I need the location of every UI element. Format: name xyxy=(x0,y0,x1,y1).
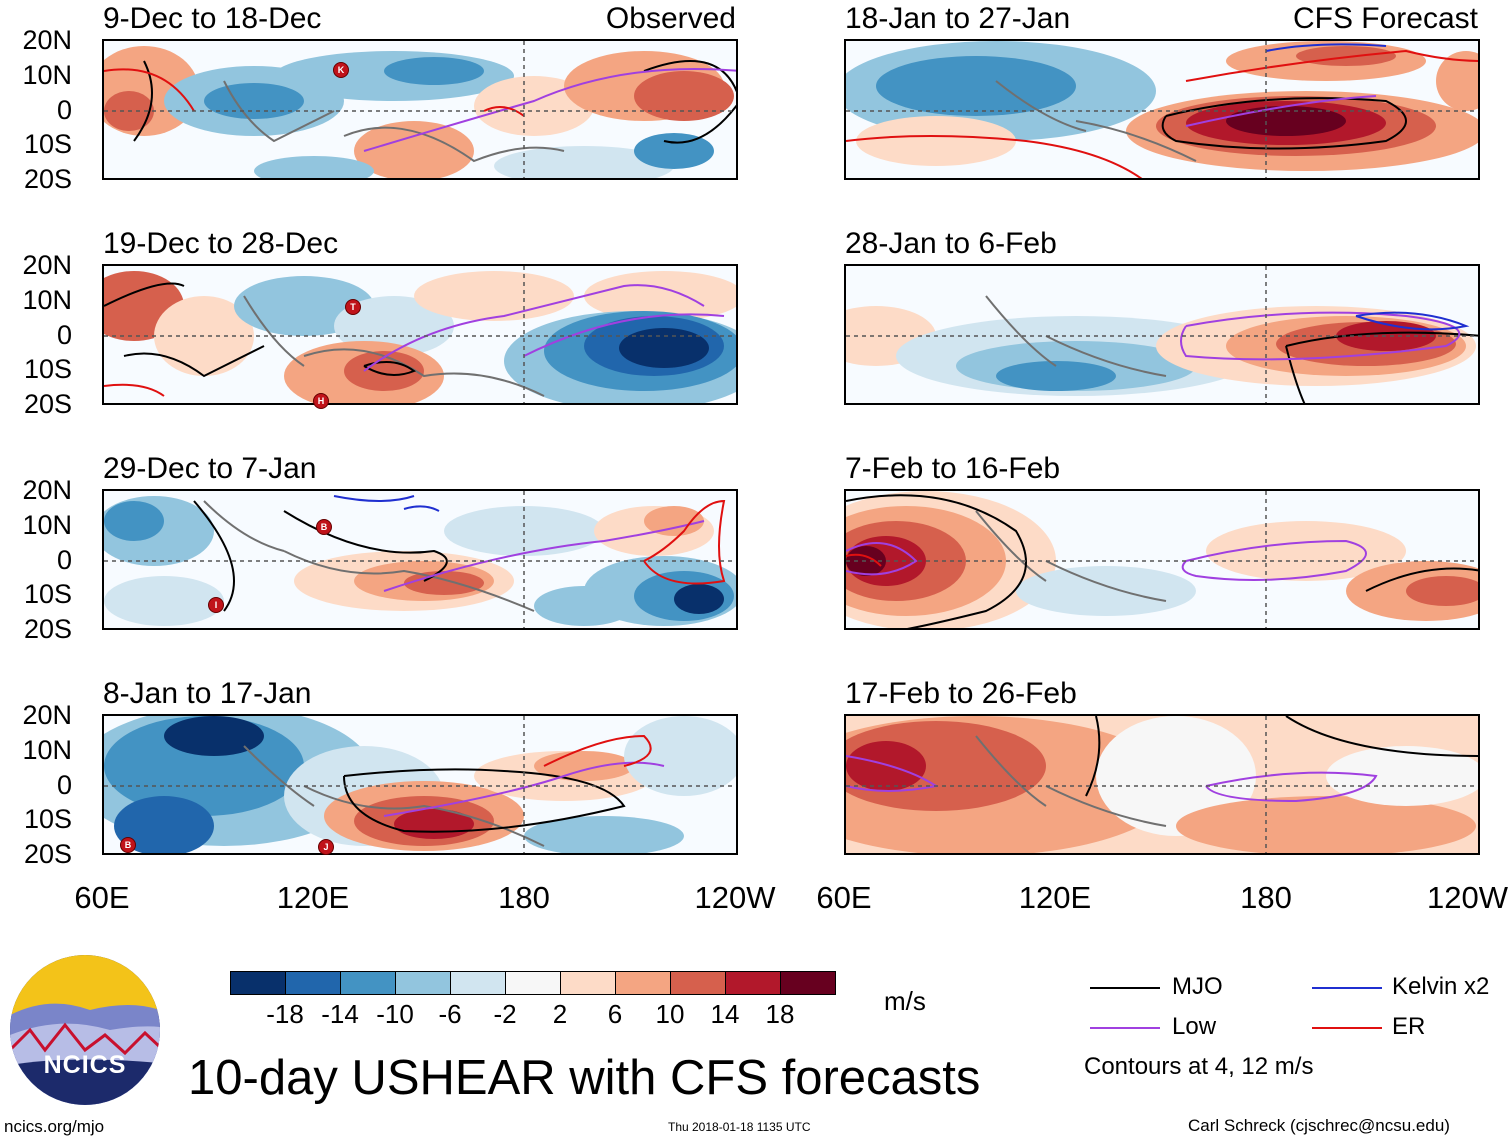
logo-landscape-icon xyxy=(10,955,160,1105)
storm-marker: H xyxy=(313,393,329,409)
lon-label: 120W xyxy=(1427,880,1508,915)
low-legend-line xyxy=(1090,1027,1160,1029)
map-panel-left-2 xyxy=(102,264,738,405)
colorbar-swatch xyxy=(615,971,671,995)
map-panel-left-4 xyxy=(102,714,738,855)
shear-field-right-4 xyxy=(846,716,1478,853)
colorbar-label: 18 xyxy=(765,999,795,1029)
lat-label: 10S xyxy=(23,129,72,159)
colorbar-label: -14 xyxy=(321,999,359,1029)
colorbar-swatch xyxy=(230,971,286,995)
shear-field-left-1 xyxy=(104,41,736,178)
colorbar-swatch xyxy=(780,971,836,995)
colorbar-label: -6 xyxy=(438,999,462,1029)
mjo-legend-line xyxy=(1090,987,1160,989)
map-panel-right-3 xyxy=(844,489,1480,630)
footer-author: Carl Schreck (cjschrec@ncsu.edu) xyxy=(1188,1116,1450,1135)
lat-label: 10N xyxy=(22,285,72,315)
lat-label: 20N xyxy=(22,475,72,505)
map-panel-right-1 xyxy=(844,39,1480,180)
lat-label: 10N xyxy=(22,735,72,765)
lon-label: 120E xyxy=(1018,880,1092,915)
storm-marker: B xyxy=(316,519,332,535)
lat-label: 10N xyxy=(22,60,72,90)
panel-title-right-1: 18-Jan to 27-Jan xyxy=(845,2,1071,35)
storm-marker: B xyxy=(120,837,136,853)
logo-text: NCICS xyxy=(43,1051,127,1079)
lat-label: 0 xyxy=(56,320,72,350)
lon-label: 180 xyxy=(498,880,550,915)
lat-label: 20S xyxy=(23,389,72,419)
legend-label: Kelvin x2 xyxy=(1392,973,1490,1000)
storm-marker: I xyxy=(208,597,224,613)
lat-label: 0 xyxy=(56,95,72,125)
panel-title-left-3: 29-Dec to 7-Jan xyxy=(103,452,317,485)
panel-title-left-1: 9-Dec to 18-Dec xyxy=(103,2,322,35)
shear-field-left-3 xyxy=(104,491,736,628)
units-label: m/s xyxy=(884,986,926,1016)
shear-field-right-1 xyxy=(846,41,1478,178)
panel-title-left-2: 19-Dec to 28-Dec xyxy=(103,227,339,260)
panel-title-left-4: 8-Jan to 17-Jan xyxy=(103,677,312,710)
colorbar-swatch xyxy=(450,971,506,995)
lon-label: 120E xyxy=(276,880,350,915)
colorbar-label: 6 xyxy=(607,999,623,1029)
map-panel-right-2 xyxy=(844,264,1480,405)
colorbar-label: -2 xyxy=(493,999,517,1029)
colorbar-label: -10 xyxy=(376,999,414,1029)
lat-label: 20S xyxy=(23,839,72,869)
lat-label: 20S xyxy=(23,614,72,644)
lat-label: 20N xyxy=(22,700,72,730)
lat-label: 0 xyxy=(56,545,72,575)
shear-field-left-4 xyxy=(104,716,736,853)
footer-url[interactable]: ncics.org/mjo xyxy=(4,1117,105,1136)
observed-label: Observed xyxy=(605,2,736,35)
lat-label: 20N xyxy=(22,250,72,280)
shear-field-right-2 xyxy=(846,266,1478,403)
legend-label: Low xyxy=(1172,1013,1217,1040)
colorbar-swatch xyxy=(560,971,616,995)
footer-timestamp: Thu 2018-01-18 1135 UTC xyxy=(668,1120,811,1134)
lon-label: 60E xyxy=(816,880,872,915)
legend-label: MJO xyxy=(1172,973,1223,1000)
ncics-logo: NCICS xyxy=(10,955,160,1105)
shear-field-right-3 xyxy=(846,491,1478,628)
colorbar-label: 10 xyxy=(655,999,685,1029)
map-panel-left-1 xyxy=(102,39,738,180)
lon-label: 180 xyxy=(1240,880,1292,915)
lat-label: 10S xyxy=(23,579,72,609)
lat-label: 0 xyxy=(56,770,72,800)
storm-marker: K xyxy=(333,62,349,78)
er-legend-line xyxy=(1312,1027,1382,1029)
lat-label: 20S xyxy=(23,164,72,194)
colorbar-label: -18 xyxy=(266,999,304,1029)
colorbar-label: 14 xyxy=(710,999,740,1029)
colorbar-swatch xyxy=(725,971,781,995)
colorbar-swatch xyxy=(670,971,726,995)
figure-title: 10-day USHEAR with CFS forecasts xyxy=(188,1051,981,1105)
panel-title-right-4: 17-Feb to 26-Feb xyxy=(845,677,1077,710)
colorbar-swatch xyxy=(340,971,396,995)
lat-label: 10S xyxy=(23,804,72,834)
colorbar-swatch xyxy=(395,971,451,995)
kelvin-legend-line xyxy=(1312,987,1382,989)
shear-field-left-2 xyxy=(104,266,736,403)
colorbar-swatch xyxy=(505,971,561,995)
lat-label: 10N xyxy=(22,510,72,540)
contour-note: Contours at 4, 12 m/s xyxy=(1084,1053,1314,1080)
cfs-forecast-label: CFS Forecast xyxy=(1292,2,1478,35)
colorbar-label: 2 xyxy=(552,999,568,1029)
storm-marker: T xyxy=(345,299,361,315)
legend-label: ER xyxy=(1392,1013,1426,1040)
lon-label: 120W xyxy=(694,880,776,915)
colorbar-swatch xyxy=(285,971,341,995)
map-panel-left-3 xyxy=(102,489,738,630)
lon-label: 60E xyxy=(74,880,130,915)
lat-label: 20N xyxy=(22,25,72,55)
lat-label: 10S xyxy=(23,354,72,384)
map-panel-right-4 xyxy=(844,714,1480,855)
panel-title-right-3: 7-Feb to 16-Feb xyxy=(845,452,1061,485)
panel-title-right-2: 28-Jan to 6-Feb xyxy=(845,227,1057,260)
storm-marker: J xyxy=(318,839,334,855)
